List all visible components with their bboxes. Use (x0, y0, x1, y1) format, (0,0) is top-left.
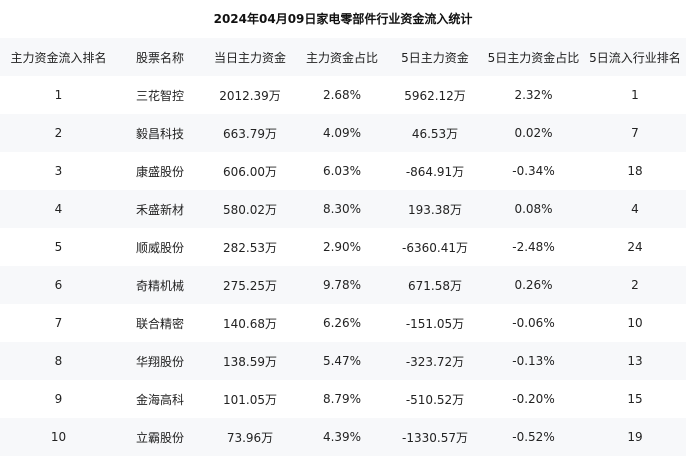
cell-daily-main-capital: 282.53万 (203, 228, 297, 266)
cell-main-capital-ratio: 4.09% (297, 114, 387, 152)
cell-stock-name: 华翔股份 (117, 342, 203, 380)
cell-5day-main-capital: 193.38万 (387, 190, 483, 228)
cell-5day-industry-rank: 13 (584, 342, 686, 380)
cell-daily-main-capital: 101.05万 (203, 380, 297, 418)
cell-rank: 10 (0, 418, 117, 456)
table-row: 9 金海高科 101.05万 8.79% -510.52万 -0.20% 15 (0, 380, 686, 418)
cell-5day-main-capital: -1330.57万 (387, 418, 483, 456)
cell-stock-name: 毅昌科技 (117, 114, 203, 152)
cell-5day-industry-rank: 7 (584, 114, 686, 152)
cell-5day-main-capital: -323.72万 (387, 342, 483, 380)
cell-5day-industry-rank: 1 (584, 76, 686, 114)
cell-5day-main-capital-ratio: -0.06% (483, 304, 584, 342)
cell-rank: 6 (0, 266, 117, 304)
cell-rank: 2 (0, 114, 117, 152)
cell-stock-name: 联合精密 (117, 304, 203, 342)
cell-5day-main-capital: 5962.12万 (387, 76, 483, 114)
cell-rank: 8 (0, 342, 117, 380)
cell-main-capital-ratio: 8.79% (297, 380, 387, 418)
cell-5day-main-capital: 46.53万 (387, 114, 483, 152)
table-row: 4 禾盛新材 580.02万 8.30% 193.38万 0.08% 4 (0, 190, 686, 228)
column-header-daily-main-capital: 当日主力资金 (203, 38, 297, 76)
table-row: 7 联合精密 140.68万 6.26% -151.05万 -0.06% 10 (0, 304, 686, 342)
cell-main-capital-ratio: 2.90% (297, 228, 387, 266)
column-header-rank: 主力资金流入排名 (0, 38, 117, 76)
cell-stock-name: 禾盛新材 (117, 190, 203, 228)
column-header-5day-main-capital-ratio: 5日主力资金占比 (483, 38, 584, 76)
capital-flow-table: 主力资金流入排名 股票名称 当日主力资金 主力资金占比 5日主力资金 5日主力资… (0, 38, 686, 456)
cell-5day-main-capital-ratio: -0.52% (483, 418, 584, 456)
cell-5day-main-capital-ratio: 0.26% (483, 266, 584, 304)
cell-5day-industry-rank: 10 (584, 304, 686, 342)
column-header-5day-industry-rank: 5日流入行业排名 (584, 38, 686, 76)
cell-daily-main-capital: 140.68万 (203, 304, 297, 342)
cell-5day-industry-rank: 18 (584, 152, 686, 190)
cell-daily-main-capital: 73.96万 (203, 418, 297, 456)
cell-5day-main-capital-ratio: -2.48% (483, 228, 584, 266)
cell-5day-main-capital: -6360.41万 (387, 228, 483, 266)
cell-main-capital-ratio: 2.68% (297, 76, 387, 114)
cell-5day-main-capital-ratio: 0.02% (483, 114, 584, 152)
cell-5day-main-capital-ratio: -0.13% (483, 342, 584, 380)
cell-stock-name: 顺威股份 (117, 228, 203, 266)
cell-5day-industry-rank: 19 (584, 418, 686, 456)
cell-daily-main-capital: 2012.39万 (203, 76, 297, 114)
cell-rank: 5 (0, 228, 117, 266)
cell-daily-main-capital: 138.59万 (203, 342, 297, 380)
cell-5day-main-capital: 671.58万 (387, 266, 483, 304)
cell-5day-industry-rank: 2 (584, 266, 686, 304)
cell-stock-name: 金海高科 (117, 380, 203, 418)
cell-main-capital-ratio: 9.78% (297, 266, 387, 304)
table-row: 2 毅昌科技 663.79万 4.09% 46.53万 0.02% 7 (0, 114, 686, 152)
cell-5day-main-capital-ratio: -0.34% (483, 152, 584, 190)
table-row: 1 三花智控 2012.39万 2.68% 5962.12万 2.32% 1 (0, 76, 686, 114)
cell-5day-main-capital: -151.05万 (387, 304, 483, 342)
cell-rank: 9 (0, 380, 117, 418)
cell-5day-main-capital-ratio: -0.20% (483, 380, 584, 418)
table-row: 8 华翔股份 138.59万 5.47% -323.72万 -0.13% 13 (0, 342, 686, 380)
cell-main-capital-ratio: 6.03% (297, 152, 387, 190)
column-header-5day-main-capital: 5日主力资金 (387, 38, 483, 76)
cell-daily-main-capital: 663.79万 (203, 114, 297, 152)
page-title: 2024年04月09日家电零部件行业资金流入统计 (213, 12, 473, 26)
table-row: 3 康盛股份 606.00万 6.03% -864.91万 -0.34% 18 (0, 152, 686, 190)
cell-rank: 1 (0, 76, 117, 114)
cell-rank: 3 (0, 152, 117, 190)
table-row: 6 奇精机械 275.25万 9.78% 671.58万 0.26% 2 (0, 266, 686, 304)
cell-daily-main-capital: 606.00万 (203, 152, 297, 190)
cell-5day-main-capital-ratio: 2.32% (483, 76, 584, 114)
cell-main-capital-ratio: 8.30% (297, 190, 387, 228)
cell-daily-main-capital: 580.02万 (203, 190, 297, 228)
cell-5day-main-capital: -510.52万 (387, 380, 483, 418)
cell-main-capital-ratio: 5.47% (297, 342, 387, 380)
table-row: 5 顺威股份 282.53万 2.90% -6360.41万 -2.48% 24 (0, 228, 686, 266)
cell-5day-industry-rank: 24 (584, 228, 686, 266)
cell-rank: 7 (0, 304, 117, 342)
cell-5day-main-capital-ratio: 0.08% (483, 190, 584, 228)
cell-daily-main-capital: 275.25万 (203, 266, 297, 304)
cell-main-capital-ratio: 6.26% (297, 304, 387, 342)
table-header-row: 主力资金流入排名 股票名称 当日主力资金 主力资金占比 5日主力资金 5日主力资… (0, 38, 686, 76)
cell-stock-name: 奇精机械 (117, 266, 203, 304)
column-header-main-capital-ratio: 主力资金占比 (297, 38, 387, 76)
column-header-stock-name: 股票名称 (117, 38, 203, 76)
cell-stock-name: 康盛股份 (117, 152, 203, 190)
cell-main-capital-ratio: 4.39% (297, 418, 387, 456)
cell-rank: 4 (0, 190, 117, 228)
cell-5day-industry-rank: 4 (584, 190, 686, 228)
cell-5day-industry-rank: 15 (584, 380, 686, 418)
table-row: 10 立霸股份 73.96万 4.39% -1330.57万 -0.52% 19 (0, 418, 686, 456)
cell-stock-name: 立霸股份 (117, 418, 203, 456)
cell-5day-main-capital: -864.91万 (387, 152, 483, 190)
table-body: 1 三花智控 2012.39万 2.68% 5962.12万 2.32% 1 2 毅昌科技 663… (0, 76, 686, 456)
cell-stock-name: 三花智控 (117, 76, 203, 114)
